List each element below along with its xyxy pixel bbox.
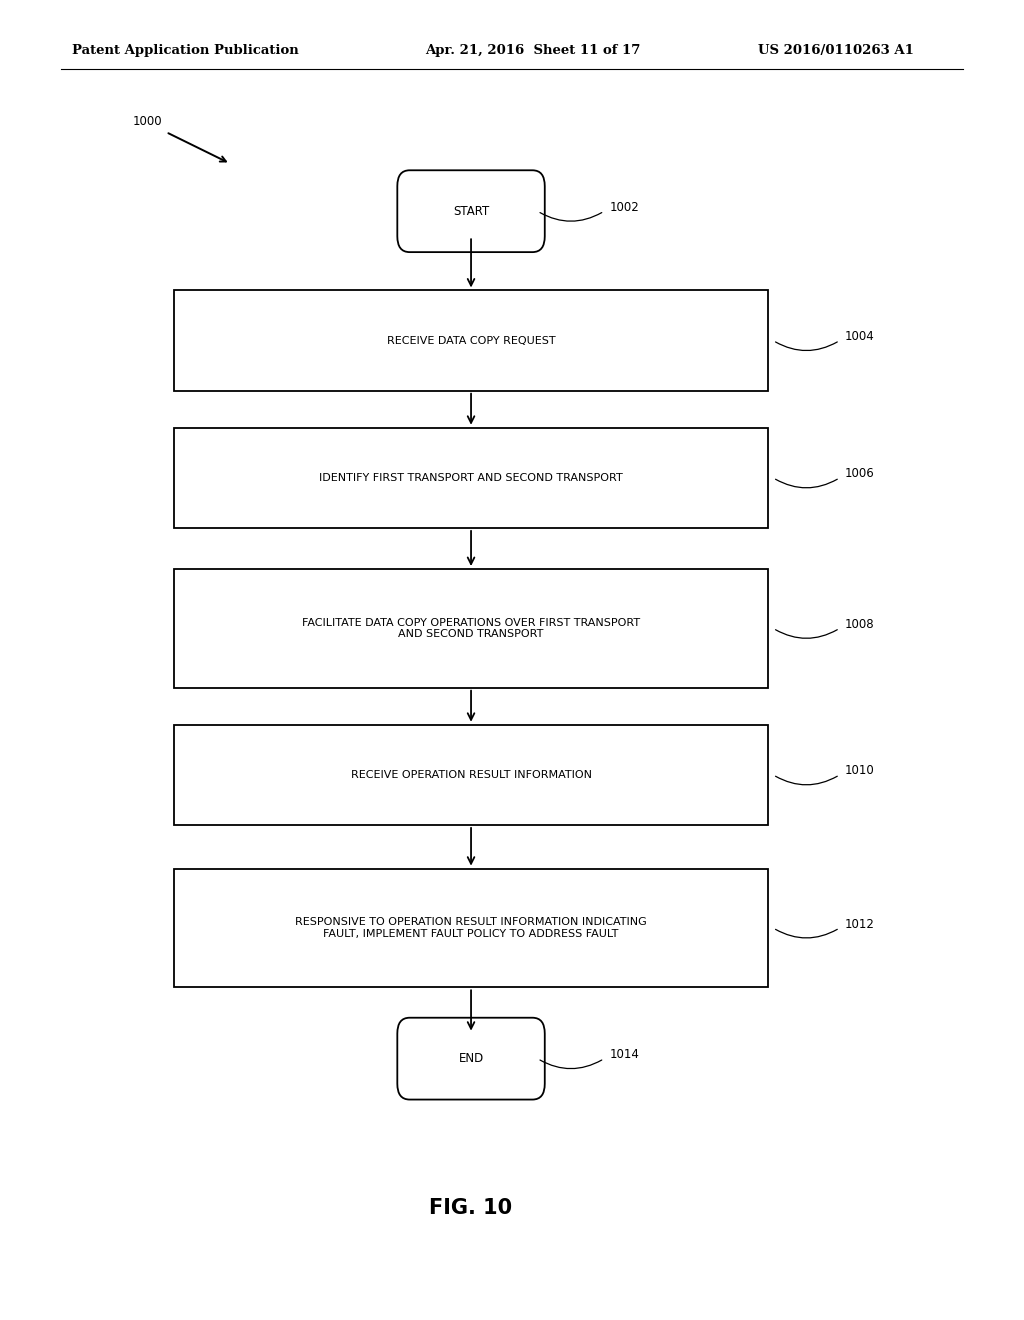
Text: RECEIVE DATA COPY REQUEST: RECEIVE DATA COPY REQUEST	[387, 335, 555, 346]
FancyBboxPatch shape	[397, 170, 545, 252]
Text: END: END	[459, 1052, 483, 1065]
Text: IDENTIFY FIRST TRANSPORT AND SECOND TRANSPORT: IDENTIFY FIRST TRANSPORT AND SECOND TRAN…	[319, 473, 623, 483]
Text: RECEIVE OPERATION RESULT INFORMATION: RECEIVE OPERATION RESULT INFORMATION	[350, 770, 592, 780]
Text: 1010: 1010	[845, 764, 874, 777]
Text: 1000: 1000	[133, 115, 163, 128]
Text: RESPONSIVE TO OPERATION RESULT INFORMATION INDICATING
FAULT, IMPLEMENT FAULT POL: RESPONSIVE TO OPERATION RESULT INFORMATI…	[295, 917, 647, 939]
FancyBboxPatch shape	[397, 1018, 545, 1100]
FancyBboxPatch shape	[174, 725, 768, 825]
Text: START: START	[453, 205, 489, 218]
Text: 1008: 1008	[845, 618, 874, 631]
FancyBboxPatch shape	[174, 869, 768, 987]
Text: 1004: 1004	[845, 330, 874, 343]
Text: FACILITATE DATA COPY OPERATIONS OVER FIRST TRANSPORT
AND SECOND TRANSPORT: FACILITATE DATA COPY OPERATIONS OVER FIR…	[302, 618, 640, 639]
FancyBboxPatch shape	[174, 290, 768, 391]
Text: 1006: 1006	[845, 467, 874, 480]
Text: US 2016/0110263 A1: US 2016/0110263 A1	[758, 44, 913, 57]
Text: 1014: 1014	[609, 1048, 639, 1061]
Text: Patent Application Publication: Patent Application Publication	[72, 44, 298, 57]
Text: 1012: 1012	[845, 917, 874, 931]
FancyBboxPatch shape	[174, 428, 768, 528]
Text: FIG. 10: FIG. 10	[429, 1197, 513, 1218]
FancyBboxPatch shape	[174, 569, 768, 688]
Text: 1002: 1002	[609, 201, 639, 214]
Text: Apr. 21, 2016  Sheet 11 of 17: Apr. 21, 2016 Sheet 11 of 17	[425, 44, 640, 57]
